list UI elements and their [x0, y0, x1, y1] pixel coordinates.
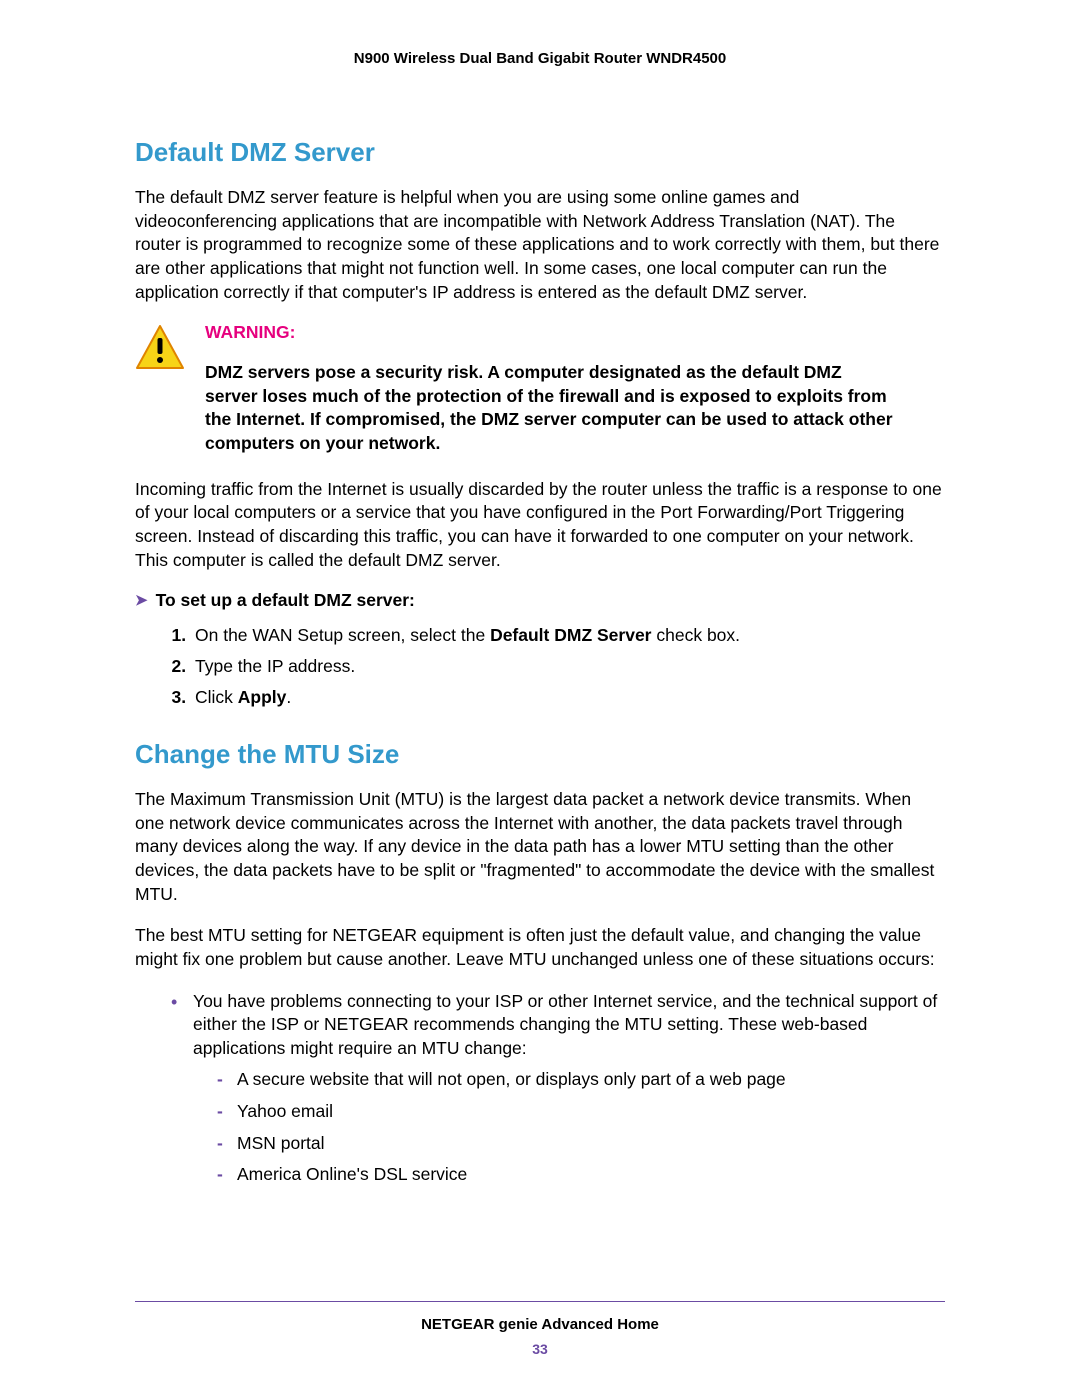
paragraph: Incoming traffic from the Internet is us… [135, 478, 945, 573]
dash-item: MSN portal [217, 1132, 945, 1156]
heading-default-dmz: Default DMZ Server [135, 137, 945, 168]
heading-mtu: Change the MTU Size [135, 739, 945, 770]
step-text: . [286, 687, 291, 707]
warning-text: WARNING: DMZ servers pose a security ris… [205, 322, 945, 456]
page-footer: NETGEAR genie Advanced Home 33 [135, 1301, 945, 1357]
bullet-list: You have problems connecting to your ISP… [135, 990, 945, 1187]
step-bold: Apply [238, 687, 287, 707]
step-list: On the WAN Setup screen, select the Defa… [135, 621, 945, 711]
footer-page-number: 33 [135, 1341, 945, 1357]
step-item: On the WAN Setup screen, select the Defa… [191, 621, 945, 649]
dash-item: Yahoo email [217, 1100, 945, 1124]
step-bold: Default DMZ Server [490, 625, 651, 645]
bullet-text: You have problems connecting to your ISP… [193, 991, 937, 1058]
paragraph: The default DMZ server feature is helpfu… [135, 186, 945, 304]
dash-list: A secure website that will not open, or … [193, 1068, 945, 1187]
footer-title: NETGEAR genie Advanced Home [135, 1316, 945, 1333]
page-header: N900 Wireless Dual Band Gigabit Router W… [135, 50, 945, 67]
procedure-title-text: To set up a default DMZ server: [156, 590, 415, 610]
step-text: On the WAN Setup screen, select the [195, 625, 490, 645]
dash-item: America Online's DSL service [217, 1163, 945, 1187]
warning-icon [135, 324, 185, 375]
arrow-icon: ➤ [135, 592, 148, 609]
bullet-item: You have problems connecting to your ISP… [171, 990, 945, 1187]
warning-block: WARNING: DMZ servers pose a security ris… [135, 322, 945, 456]
dash-item: A secure website that will not open, or … [217, 1068, 945, 1092]
step-item: Type the IP address. [191, 652, 945, 680]
paragraph: The Maximum Transmission Unit (MTU) is t… [135, 788, 945, 906]
warning-body: DMZ servers pose a security risk. A comp… [205, 361, 895, 456]
document-page: N900 Wireless Dual Band Gigabit Router W… [0, 0, 1080, 1397]
procedure-title: ➤ To set up a default DMZ server: [135, 590, 945, 611]
step-item: Click Apply. [191, 683, 945, 711]
step-text: check box. [652, 625, 741, 645]
paragraph: The best MTU setting for NETGEAR equipme… [135, 924, 945, 971]
warning-label: WARNING: [205, 322, 895, 343]
step-text: Click [195, 687, 238, 707]
